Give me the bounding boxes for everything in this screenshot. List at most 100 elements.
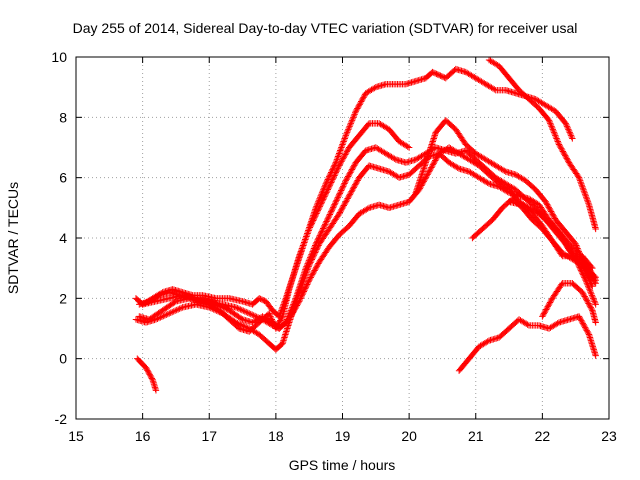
data-point [335, 151, 342, 159]
data-point [319, 197, 326, 204]
data-point [360, 94, 367, 101]
data-point [319, 225, 327, 232]
plot-frame [75, 56, 610, 420]
data-point [277, 315, 285, 323]
data-point [311, 249, 319, 256]
data-point [359, 95, 366, 102]
data-point [454, 164, 461, 171]
data-point [351, 162, 358, 169]
x-tick-label: 19 [335, 428, 351, 444]
data-point [322, 219, 330, 227]
data-point [349, 164, 356, 172]
data-point [343, 196, 351, 204]
data-point [583, 270, 590, 277]
data-point [329, 205, 336, 213]
data-point [301, 237, 308, 245]
data-point [348, 118, 355, 126]
data-point [348, 117, 356, 124]
data-point [434, 153, 441, 160]
data-point [417, 174, 424, 181]
data-point [312, 211, 320, 219]
data-point [164, 310, 171, 318]
data-point [544, 115, 552, 123]
data-point [307, 222, 314, 230]
data-point [247, 310, 254, 318]
data-point [307, 259, 314, 266]
data-point [586, 301, 593, 309]
data-point [341, 178, 349, 186]
data-point [243, 323, 250, 331]
data-point [288, 312, 295, 319]
data-point [306, 224, 314, 231]
data-point [541, 309, 548, 316]
y-tick-label: 2 [59, 290, 67, 306]
data-point [576, 314, 583, 322]
data-point [297, 293, 305, 301]
data-point [309, 253, 317, 260]
data-point [296, 296, 304, 304]
data-point [544, 303, 551, 310]
data-point [550, 213, 558, 221]
data-point [322, 190, 330, 197]
data-point [339, 184, 346, 191]
data-point [297, 295, 304, 302]
data-point [154, 315, 161, 322]
data-point [339, 205, 346, 212]
data-point [338, 185, 346, 193]
data-point [556, 142, 563, 150]
data-point [304, 266, 311, 273]
data-point [425, 150, 432, 157]
data-point [267, 321, 275, 328]
data-point [335, 162, 343, 169]
data-point [335, 192, 342, 200]
data-point [589, 283, 596, 290]
data-point [302, 284, 310, 291]
data-point [304, 264, 312, 272]
data-point [323, 187, 331, 195]
data-point [342, 149, 350, 157]
data-point [583, 194, 590, 201]
data-point [585, 274, 592, 282]
data-point [308, 220, 316, 227]
data-point [176, 305, 183, 312]
data-point [333, 166, 341, 174]
data-point [588, 292, 596, 299]
data-point [313, 246, 320, 253]
data-point [343, 130, 350, 138]
data-point [300, 277, 307, 284]
data-point [260, 296, 267, 304]
data-point [581, 266, 588, 273]
data-point [238, 306, 246, 314]
data-point [585, 284, 593, 291]
data-point [583, 297, 591, 304]
data-point [300, 240, 307, 248]
data-point [338, 158, 345, 165]
data-point [312, 264, 320, 271]
data-point [303, 269, 310, 276]
data-point [547, 121, 555, 129]
data-point [364, 121, 372, 128]
data-point [321, 191, 329, 199]
data-point [425, 168, 433, 175]
data-point [231, 318, 238, 325]
data-point [361, 92, 368, 100]
series-arc-10 [505, 198, 596, 290]
data-point [335, 191, 343, 198]
data-point [303, 267, 311, 275]
data-point [561, 151, 568, 158]
data-point [577, 316, 584, 323]
y-tick-label: 10 [51, 49, 67, 65]
y-tick-label: 4 [59, 230, 67, 246]
data-point [297, 249, 304, 257]
data-point [592, 301, 599, 308]
y-tick-label: 6 [59, 170, 67, 186]
data-point [585, 300, 592, 307]
data-point [351, 182, 358, 190]
data-point [575, 313, 583, 320]
data-point [336, 148, 343, 156]
data-point [341, 152, 348, 160]
data-point [427, 145, 434, 153]
data-point [314, 261, 321, 269]
data-point [216, 308, 223, 316]
